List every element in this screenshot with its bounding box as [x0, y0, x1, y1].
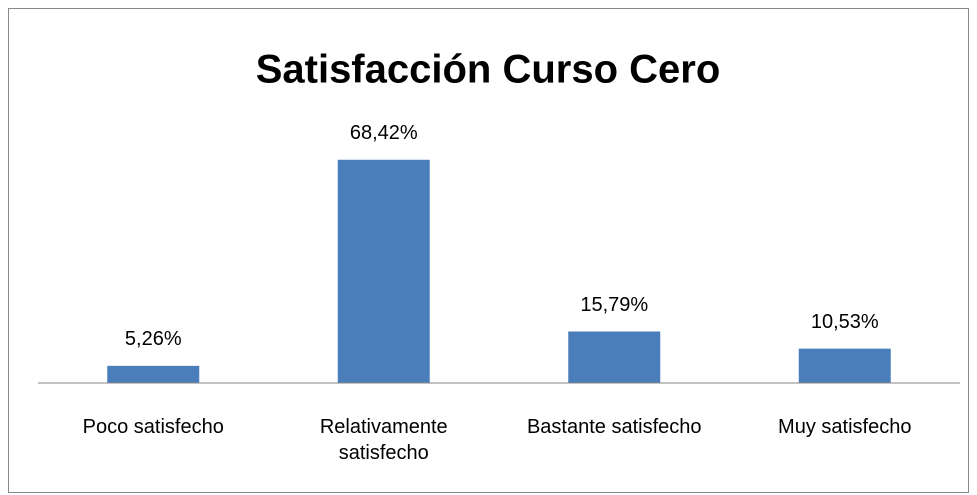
- data-label: 5,26%: [125, 328, 182, 350]
- chart-title: Satisfacción Curso Cero: [256, 48, 721, 92]
- x-tick-label: Bastante satisfecho: [526, 416, 702, 438]
- data-label: 10,53%: [811, 311, 879, 333]
- chart-border: [8, 8, 969, 493]
- bar: [798, 348, 891, 383]
- x-tick-label: Relativamente satisfecho: [319, 416, 448, 464]
- bar: [337, 159, 430, 383]
- data-label: 68,42%: [350, 122, 418, 144]
- x-tick-label: Poco satisfecho: [82, 416, 224, 438]
- data-label: 15,79%: [580, 294, 648, 316]
- bar: [107, 365, 200, 383]
- x-tick-label: Muy satisfecho: [778, 416, 912, 438]
- bar: [568, 331, 661, 383]
